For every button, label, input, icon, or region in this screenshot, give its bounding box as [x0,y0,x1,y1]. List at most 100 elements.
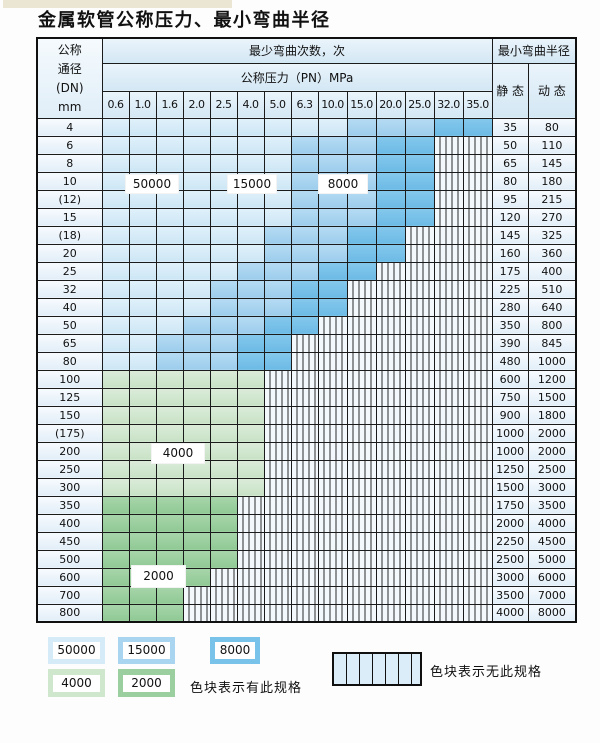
spec-cell [433,207,464,227]
spec-cell [128,243,157,263]
spec-cell [263,117,292,137]
static-cell: 2000 [491,513,529,533]
dynamic-cell: 3500 [527,495,577,515]
spec-cell [375,423,406,443]
spec-cell [317,549,348,569]
static-cell: 1000 [491,423,529,443]
spec-cell [155,531,184,551]
table-row: 150 900 1800 [36,405,577,425]
spec-cell [209,243,238,263]
spec-cell [209,351,238,371]
spec-cell [209,261,238,281]
corner-line: 通径 [57,62,82,77]
spec-cell [236,603,265,623]
spec-cell [182,171,211,191]
zone-count-label: 15000 [228,175,276,193]
spec-cell [290,423,319,443]
spec-cell [290,549,319,569]
table-row: 200 1000 2000 [36,441,577,461]
spec-cell [128,369,157,389]
spec-cell [375,261,406,281]
legend-block-50000: 50000 [48,637,105,664]
legend-block-15000: 15000 [118,637,175,664]
spec-cell [209,459,238,479]
spec-cell [182,207,211,227]
pressure-col-header: 1.6 [155,90,184,119]
spec-cell [404,207,435,227]
dn-cell: 8 [36,153,103,173]
spec-cell [128,315,157,335]
spec-cell [101,315,130,335]
spec-cell [101,171,130,191]
spec-cell [155,243,184,263]
static-cell: 2500 [491,549,529,569]
spec-cell [404,333,435,353]
spec-cell [182,387,211,407]
spec-cell [375,117,406,137]
spec-cell [155,423,184,443]
spec-cell [462,117,493,137]
pressure-col-header: 25.0 [404,90,435,119]
spec-cell [462,207,493,227]
static-cell: 175 [491,261,529,281]
spec-cell [462,405,493,425]
spec-cell [404,423,435,443]
dn-cell: 10 [36,171,103,191]
spec-table: 公称 通径 (DN) mm 最少弯曲次数，次 最小弯曲半径 公称压力（PN）MPa 静… [36,37,578,623]
static-cell: 280 [491,297,529,317]
spec-cell [182,297,211,317]
spec-cell [404,531,435,551]
legend-block-8000: 8000 [210,637,260,664]
spec-cell [317,351,348,371]
static-header: 静 态 [491,62,529,119]
spec-cell [128,603,157,623]
spec-cell [263,261,292,281]
spec-cell [317,315,348,335]
dn-cell: 700 [36,585,103,605]
spec-cell [433,495,464,515]
spec-cell [155,603,184,623]
pressure-col-header: 6.3 [290,90,319,119]
spec-cell [375,603,406,623]
spec-cell [433,333,464,353]
spec-cell [290,531,319,551]
spec-cell [404,279,435,299]
dynamic-cell: 400 [527,261,577,281]
pressure-header: 公称压力（PN）MPa [101,62,493,92]
spec-cell [263,387,292,407]
spec-cell [375,333,406,353]
static-cell: 4000 [491,603,529,623]
spec-cell [209,153,238,173]
spec-cell [236,441,265,461]
spec-cell [433,243,464,263]
spec-cell [462,387,493,407]
spec-cell [263,279,292,299]
spec-cell [346,477,377,497]
spec-cell [375,189,406,209]
spec-cell [182,117,211,137]
spec-cell [155,513,184,533]
legend-label: 4000 [53,674,100,692]
static-cell: 480 [491,351,529,371]
spec-cell [182,423,211,443]
spec-cell [182,189,211,209]
spec-cell [375,495,406,515]
spec-cell [290,513,319,533]
spec-cell [462,513,493,533]
static-cell: 120 [491,207,529,227]
table-row: (175) 1000 2000 [36,423,577,443]
dynamic-cell: 510 [527,279,577,299]
dynamic-cell: 145 [527,153,577,173]
spec-cell [128,333,157,353]
spec-cell [290,495,319,515]
spec-cell [128,279,157,299]
spec-cell [290,351,319,371]
spec-cell [404,603,435,623]
spec-cell [263,531,292,551]
spec-cell [263,135,292,155]
dn-cell: 20 [36,243,103,263]
spec-cell [317,225,348,245]
spec-cell [128,405,157,425]
spec-cell [182,405,211,425]
spec-cell [290,153,319,173]
